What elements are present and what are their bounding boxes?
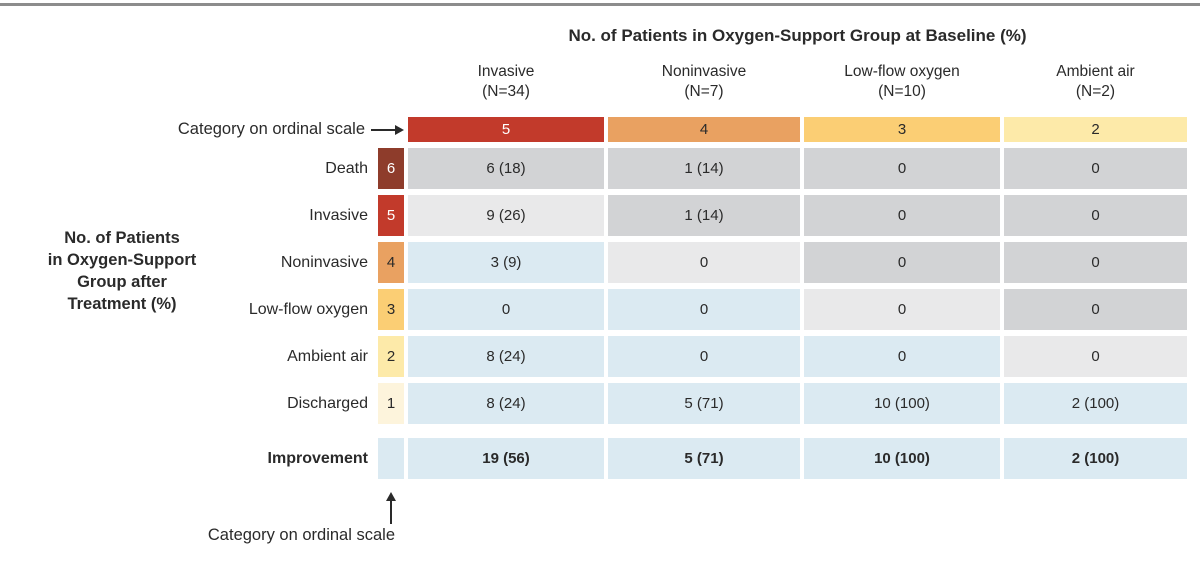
matrix-cell: 8 (24) [408, 336, 604, 377]
matrix-cell: 0 [1004, 289, 1187, 330]
matrix-cell: 0 [1004, 195, 1187, 236]
matrix-cell: 0 [1004, 242, 1187, 283]
column-header-low-flow-oxygen: Low-flow oxygen (N=10) [804, 60, 1000, 111]
column-n: (N=10) [878, 83, 926, 100]
column-header-invasive: Invasive (N=34) [408, 60, 604, 111]
matrix-cell: 3 (9) [408, 242, 604, 283]
baseline-axis-title: No. of Patients in Oxygen-Support Group … [568, 26, 1027, 45]
matrix-cell: 0 [804, 336, 1000, 377]
improvement-ordinal-box [378, 438, 404, 479]
after-ordinal-pointer-label: Category on ordinal scale [207, 526, 395, 544]
column-name: Low-flow oxygen [844, 63, 960, 80]
matrix-cell: 0 [804, 148, 1000, 189]
up-arrow-icon [385, 492, 397, 524]
row-label-death: Death [325, 159, 368, 177]
after-axis-title-line: Treatment (%) [67, 295, 177, 313]
matrix-cell: 1 (14) [608, 148, 800, 189]
row-spacer [0, 430, 1187, 432]
matrix-cell: 1 (14) [608, 195, 800, 236]
after-axis-title-line: Group after [77, 273, 167, 291]
matrix-cell: 0 [608, 336, 800, 377]
baseline-ordinal-cell-4: 4 [608, 117, 800, 142]
header-spacer [0, 60, 404, 111]
matrix-cell: 0 [804, 289, 1000, 330]
matrix-cell: 8 (24) [408, 383, 604, 424]
pointer-text: Category on ordinal scale [177, 120, 365, 138]
row-label-low-flow-oxygen: Low-flow oxygen [248, 300, 368, 318]
after-ordinal-box-3: 3 [378, 289, 404, 330]
column-name: Noninvasive [661, 63, 747, 80]
row-label-improvement: Improvement [267, 449, 368, 467]
matrix-cell: 6 (18) [408, 148, 604, 189]
baseline-ordinal-cell-5: 5 [408, 117, 604, 142]
matrix-cell: 10 (100) [804, 383, 1000, 424]
after-axis-title-line: No. of Patients [64, 229, 180, 247]
improvement-cell: 2 (100) [1004, 438, 1187, 479]
matrix-cell: 0 [608, 289, 800, 330]
column-n: (N=7) [684, 83, 724, 100]
row-label-noninvasive: Noninvasive [280, 253, 368, 271]
row-label-ambient-air: Ambient air [287, 347, 368, 365]
after-ordinal-box-5: 5 [378, 195, 404, 236]
column-name: Invasive [477, 63, 535, 80]
column-n: (N=2) [1075, 83, 1116, 100]
top-rule [0, 3, 1200, 6]
matrix-cell: 0 [408, 289, 604, 330]
matrix-cell: 5 (71) [608, 383, 800, 424]
after-axis-title: No. of Patients in Oxygen-Support Group … [8, 227, 236, 315]
after-axis-title-line: in Oxygen-Support [47, 251, 197, 269]
matrix-cell: 2 (100) [1004, 383, 1187, 424]
after-ordinal-box-1: 1 [378, 383, 404, 424]
column-header-ambient-air: Ambient air (N=2) [1004, 60, 1187, 111]
matrix-cell: 0 [1004, 148, 1187, 189]
after-ordinal-box-6: 6 [378, 148, 404, 189]
matrix-cell: 0 [804, 242, 1000, 283]
row-label-discharged: Discharged [287, 394, 368, 412]
baseline-ordinal-cell-2: 2 [1004, 117, 1187, 142]
after-ordinal-box-2: 2 [378, 336, 404, 377]
matrix-grid: Invasive (N=34) Noninvasive (N=7) Low-fl… [0, 60, 1187, 479]
column-n: (N=34) [482, 83, 530, 100]
baseline-ordinal-cell-3: 3 [804, 117, 1000, 142]
row-label-invasive: Invasive [309, 206, 368, 224]
matrix-cell: 9 (26) [408, 195, 604, 236]
after-ordinal-box-4: 4 [378, 242, 404, 283]
baseline-ordinal-pointer-label: Category on ordinal scale [0, 117, 404, 142]
right-arrow-icon [371, 124, 404, 135]
matrix-cell: 0 [1004, 336, 1187, 377]
improvement-cell: 10 (100) [804, 438, 1000, 479]
improvement-cell: 5 (71) [608, 438, 800, 479]
matrix-cell: 0 [804, 195, 1000, 236]
column-header-noninvasive: Noninvasive (N=7) [608, 60, 800, 111]
matrix-cell: 0 [608, 242, 800, 283]
column-name: Ambient air [1056, 63, 1135, 80]
improvement-cell: 19 (56) [408, 438, 604, 479]
